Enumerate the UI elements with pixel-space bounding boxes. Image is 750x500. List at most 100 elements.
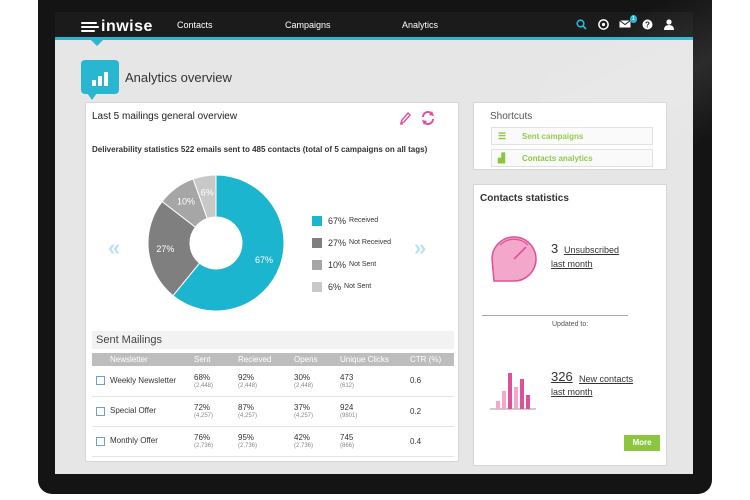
- opens-count: (4,257): [294, 413, 314, 419]
- legend-swatch: [312, 215, 322, 226]
- shortcut-contacts-analytics[interactable]: ▟ Contacts analytics: [491, 149, 653, 167]
- col-newsletter[interactable]: Newsletter: [92, 353, 190, 366]
- shortcuts-title: Shortcuts: [490, 111, 533, 122]
- logo-mark-icon: [81, 21, 99, 33]
- deliverability-chart: 67% 27% 10% 6%: [146, 173, 286, 313]
- clicks-cell: 924 (9801): [336, 396, 406, 427]
- opens-cell: 42% (2,736): [290, 426, 336, 457]
- analytics-chart-icon: [81, 60, 119, 100]
- unsubscribed-label[interactable]: Unsubscribed: [564, 245, 620, 255]
- opens-count: (2,736): [294, 443, 314, 449]
- sent-count: (2,736): [194, 443, 214, 449]
- clicks-count: (9801): [340, 413, 358, 419]
- chevron-double-left-icon[interactable]: «: [108, 235, 121, 260]
- legend-item: 6% Not Sent: [312, 281, 391, 292]
- new-contacts-bars-icon: [488, 361, 538, 416]
- table-header-row: Newsletter Sent Recieved Opens Unique Cl…: [92, 353, 454, 366]
- overview-panel: Last 5 mailings general overview Deliver…: [85, 102, 459, 462]
- list-icon: ☰: [498, 130, 507, 141]
- row-name-cell: Special Offer: [92, 396, 190, 427]
- top-icon-group: 1 ?: [575, 15, 675, 30]
- inwise-logo[interactable]: inwise: [81, 18, 153, 36]
- newsletter-name[interactable]: Monthly Offer: [110, 436, 158, 446]
- table-row: Weekly Newsletter 68% (2,448) 92% (2,448) …: [92, 366, 454, 397]
- nav-analytics[interactable]: Analytics: [402, 20, 439, 30]
- clicks-value: 924: [340, 403, 354, 412]
- edit-pencil-icon[interactable]: [399, 111, 411, 130]
- legend-pct-not-received: 27%: [328, 237, 347, 248]
- sent-pct: 76%: [194, 433, 211, 442]
- legend-swatch: [312, 281, 322, 292]
- received-cell: 92% (2,448): [234, 366, 290, 397]
- newsletter-name[interactable]: Weekly Newsletter: [110, 376, 177, 386]
- received-count: (2,736): [238, 443, 258, 449]
- pie-slice-0[interactable]: [172, 174, 285, 312]
- sent-pct: 72%: [194, 403, 211, 412]
- svg-text:?: ?: [645, 20, 650, 29]
- col-sent[interactable]: Sent: [190, 353, 234, 366]
- messages-icon[interactable]: 1: [619, 15, 637, 30]
- nav-contacts[interactable]: Contacts: [177, 20, 213, 30]
- chart-legend: 67% Received 27% Not Received 10% Not Se…: [312, 215, 391, 303]
- clicks-count: (612): [340, 382, 355, 389]
- donut-chart-svg: 67% 27% 10% 6%: [147, 174, 285, 312]
- new-contacts-label[interactable]: New contacts: [579, 374, 634, 384]
- legend-pct-received: 67%: [328, 215, 347, 226]
- shortcuts-panel: Shortcuts ☰ Sent campaigns ▟ Contacts an…: [473, 102, 667, 170]
- opens-cell: 30% (2,448): [290, 366, 336, 397]
- contacts-statistics-panel: Contacts statistics 3 Unsubscribed last …: [473, 184, 667, 466]
- deliverability-subtitle: Deliverability statistics 522 emails sen…: [92, 145, 428, 154]
- unsubscribed-count[interactable]: 3: [551, 241, 559, 256]
- row-name-cell: Monthly Offer: [92, 426, 190, 457]
- received-cell: 87% (4,257): [234, 396, 290, 427]
- legend-swatch: [312, 237, 322, 248]
- col-unique-clicks[interactable]: Unique Clicks: [336, 353, 406, 366]
- pie-label-0: 67%: [255, 255, 273, 265]
- legend-label-not-sent: Not Sent: [349, 261, 377, 268]
- refresh-icon[interactable]: [420, 110, 436, 131]
- row-checkbox[interactable]: [96, 376, 105, 386]
- more-button[interactable]: More: [624, 435, 660, 451]
- search-icon[interactable]: [575, 18, 587, 30]
- app-screen: inwise Contacts Campaigns Analytics 1 ?: [55, 12, 693, 474]
- pie-slice-1[interactable]: [147, 200, 201, 297]
- help-circle-icon[interactable]: [597, 18, 609, 30]
- col-ctr[interactable]: CTR (%): [406, 353, 454, 366]
- row-checkbox[interactable]: [96, 436, 105, 446]
- sent-count: (4,257): [194, 413, 214, 419]
- bar-chart-icon: ▟: [498, 152, 505, 163]
- chevron-double-right-icon[interactable]: »: [414, 235, 427, 260]
- legend-item: 10% Not Sent: [312, 259, 391, 270]
- unsubscribed-period[interactable]: last month: [551, 259, 593, 269]
- top-navbar: inwise Contacts Campaigns Analytics 1 ?: [55, 12, 693, 46]
- clicks-cell: 473 (612): [336, 366, 406, 397]
- col-received[interactable]: Recieved: [234, 353, 290, 366]
- pie-label-1: 27%: [156, 244, 174, 254]
- legend-pct-not-sent-2: 6%: [328, 281, 342, 292]
- pie-slice-3[interactable]: [192, 174, 217, 220]
- new-contacts-count[interactable]: 326: [551, 369, 573, 384]
- legend-item: 27% Not Received: [312, 237, 391, 248]
- new-contacts-period[interactable]: last month: [551, 387, 593, 397]
- device-frame: inwise Contacts Campaigns Analytics 1 ?: [38, 0, 712, 494]
- clicks-value: 745: [340, 433, 354, 442]
- ctr-cell: 0.2: [406, 396, 454, 427]
- received-pct: 95%: [238, 433, 255, 442]
- sent-cell: 68% (2,448): [190, 366, 234, 397]
- legend-label-received: Received: [349, 217, 379, 224]
- received-pct: 92%: [238, 372, 255, 382]
- page-title: Analytics overview: [125, 69, 232, 85]
- user-icon[interactable]: [663, 18, 675, 30]
- shortcut-sent-campaigns[interactable]: ☰ Sent campaigns: [491, 127, 653, 145]
- newsletter-name[interactable]: Special Offer: [110, 406, 157, 416]
- question-icon[interactable]: ?: [641, 18, 653, 30]
- legend-label-not-received: Not Received: [349, 239, 392, 246]
- row-checkbox[interactable]: [96, 406, 105, 416]
- clicks-cell: 745 (866): [336, 426, 406, 457]
- table-row: Monthly Offer 76% (2,736) 95% (2,736) 42%(…: [92, 426, 454, 457]
- col-opens[interactable]: Opens: [290, 353, 336, 366]
- pie-label-2: 10%: [177, 197, 195, 207]
- clicks-count: (866): [340, 443, 355, 449]
- received-cell: 95% (2,736): [234, 426, 290, 457]
- nav-campaigns[interactable]: Campaigns: [285, 20, 331, 30]
